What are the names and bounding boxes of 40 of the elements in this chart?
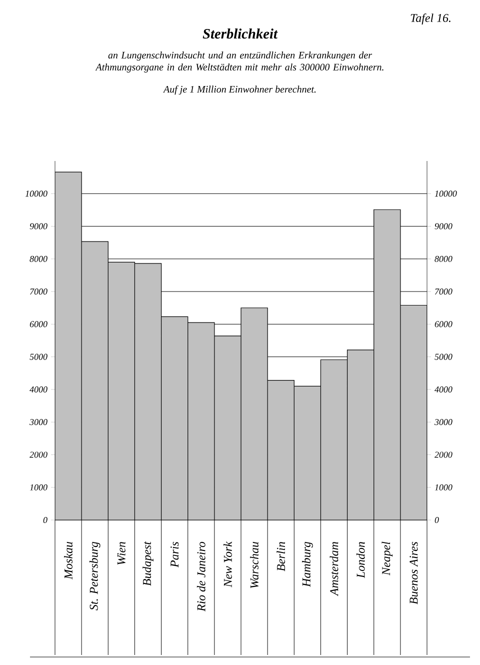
y-tick-label: 1000 [30, 484, 48, 490]
y-tick-label: 4000 [30, 386, 48, 392]
y2-tick-label: 4000 [434, 386, 452, 392]
x-tick-label: Wien [117, 542, 126, 565]
text: Tafel 16. [410, 14, 450, 24]
x-tick-label: New York [224, 541, 232, 588]
y-tick-label: 2000 [30, 452, 48, 458]
y-tick-label: 5000 [30, 354, 48, 360]
y2-tick-label: 8000 [434, 256, 452, 262]
y-tick-label: 8000 [30, 256, 48, 262]
y-tick-label: 9000 [30, 223, 48, 230]
y2-tick-label: 6000 [434, 321, 452, 328]
x-tick-label: Budapest [142, 541, 154, 586]
y-tick-label: 10000 [25, 190, 48, 197]
chart-title: Sterblichkeit [202, 28, 278, 39]
y2-tick-label: 5000 [434, 354, 452, 360]
x-tick-label: St. Petersburg [89, 542, 100, 610]
x-tick-label: Amsterdam [330, 542, 338, 596]
y-tick-label: 6000 [30, 321, 48, 328]
x-tick-label: Rio de Janeiro [196, 542, 206, 612]
y2-tick-label: 9000 [434, 223, 452, 230]
x-tick-label: Neapel [382, 542, 393, 576]
y2-tick-label: 0 [434, 516, 439, 524]
y2-tick-label: 3000 [434, 419, 452, 426]
x-tick-label: Hamburg [302, 542, 313, 588]
text: Auf je 1 Million Einwohner berechnet. [163, 86, 316, 95]
x-tick-label: Buenos Aires [410, 542, 418, 604]
y-tick-label: 7000 [30, 288, 48, 295]
y2-tick-label: 10000 [434, 190, 457, 197]
y2-tick-label: 1000 [434, 484, 452, 490]
y-tick-label: 0 [43, 516, 48, 524]
x-tick-label: Paris [170, 542, 179, 568]
chart-subtitle: an Lungenschwindsucht und an entzündlichen Erkrankungen der Athmungsorgane in den Weltstädten mit mehr als 300000 Einwohnern. [95, 52, 384, 73]
x-tick-label: Moskau [64, 542, 73, 580]
x-tick-label: Warschau [250, 542, 259, 588]
y-tick-label: 3000 [30, 419, 48, 426]
x-tick-label: Berlin [276, 542, 286, 572]
y2-tick-label: 7000 [435, 288, 452, 295]
y2-tick-label: 2000 [434, 452, 452, 458]
x-tick-label: London [356, 542, 365, 578]
